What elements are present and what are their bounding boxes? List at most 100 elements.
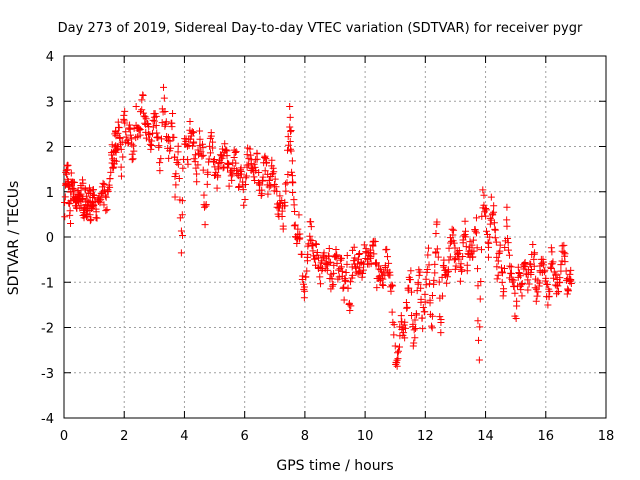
data-point (521, 259, 529, 267)
data-point (301, 287, 309, 295)
data-point (491, 234, 499, 242)
data-point (494, 271, 502, 279)
data-point (196, 127, 204, 135)
data-point (132, 103, 140, 111)
data-point (295, 211, 303, 219)
data-point (138, 106, 146, 114)
data-point (402, 299, 410, 307)
data-point (290, 222, 298, 230)
data-point (452, 262, 460, 270)
data-point (210, 156, 218, 164)
data-point (286, 113, 294, 121)
data-point (179, 164, 187, 172)
data-point (224, 164, 232, 172)
data-point (494, 257, 502, 265)
data-point (324, 252, 332, 260)
data-point (102, 207, 110, 215)
data-point (237, 164, 245, 172)
data-point (278, 207, 286, 215)
data-point (326, 258, 334, 266)
data-point (448, 225, 456, 233)
data-point (337, 256, 345, 264)
y-tick-label: -1 (41, 276, 54, 291)
data-point (188, 128, 196, 136)
data-point (161, 108, 169, 116)
data-point (79, 179, 87, 187)
data-point (203, 180, 211, 188)
data-point (400, 329, 408, 337)
data-point (431, 269, 439, 277)
data-point (387, 287, 395, 295)
data-point (162, 118, 170, 126)
data-point (394, 355, 402, 363)
data-point (515, 269, 523, 277)
data-point (286, 123, 294, 131)
data-point (510, 276, 518, 284)
data-point (99, 179, 107, 187)
data-point (426, 299, 434, 307)
data-point (561, 258, 569, 266)
data-point (468, 241, 476, 249)
data-point (337, 263, 345, 271)
data-point (518, 280, 526, 288)
data-point (106, 175, 114, 183)
data-point (136, 108, 144, 116)
data-point (149, 123, 157, 131)
data-point (428, 292, 436, 300)
data-point (421, 298, 429, 306)
data-point (299, 272, 307, 280)
data-point (556, 274, 564, 282)
data-point (242, 180, 250, 188)
data-point (546, 287, 554, 295)
data-point (107, 168, 115, 176)
data-point (141, 113, 149, 121)
data-point (436, 313, 444, 321)
data-point (517, 286, 525, 294)
data-point (375, 273, 383, 281)
data-point (121, 107, 129, 115)
data-point (424, 251, 432, 259)
data-point (405, 284, 413, 292)
data-point (490, 219, 498, 227)
data-point (480, 191, 488, 199)
data-point (536, 279, 544, 287)
data-point (567, 279, 575, 287)
data-point (346, 278, 354, 286)
data-point (533, 292, 541, 300)
data-point (103, 206, 111, 214)
data-point (284, 133, 292, 141)
data-point (562, 267, 570, 275)
data-point (92, 214, 100, 222)
data-point (423, 268, 431, 276)
data-point (476, 323, 484, 331)
data-point (127, 131, 135, 139)
data-point (184, 156, 192, 164)
data-point (70, 178, 78, 186)
data-point (265, 176, 273, 184)
data-point (437, 329, 445, 337)
data-point (496, 241, 504, 249)
data-point (329, 281, 337, 289)
data-point (460, 232, 468, 240)
data-point (246, 145, 254, 153)
data-point (425, 280, 433, 288)
data-point (470, 247, 478, 255)
data-point (175, 174, 183, 182)
data-point (386, 268, 394, 276)
data-point (438, 273, 446, 281)
data-point (393, 362, 401, 370)
data-point (193, 170, 201, 178)
data-point (401, 334, 409, 342)
data-point (558, 242, 566, 250)
data-point (304, 250, 312, 258)
data-point (317, 280, 325, 288)
data-point (511, 289, 519, 297)
data-point (313, 248, 321, 256)
data-point (330, 269, 338, 277)
data-point (492, 238, 500, 246)
data-point (290, 201, 298, 209)
data-point (265, 183, 273, 191)
data-point (459, 253, 467, 261)
data-point (472, 229, 480, 237)
